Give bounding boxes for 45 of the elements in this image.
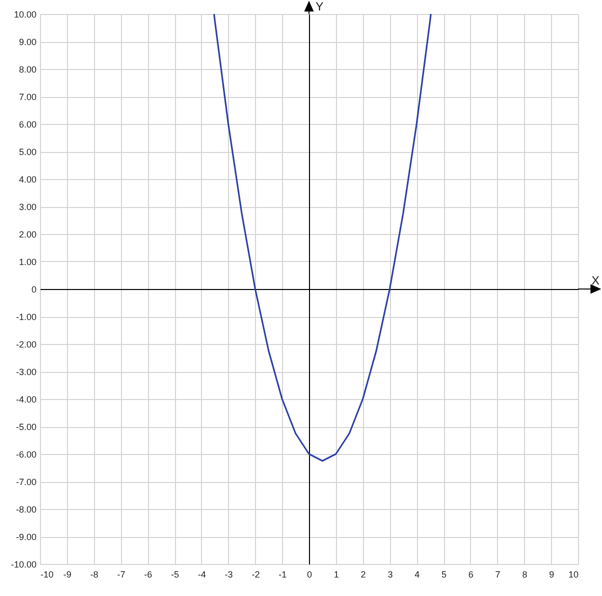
y-tick-label: 10.00 (14, 10, 36, 20)
x-tick-label: -10 (40, 570, 54, 580)
x-tick-label: 1 (334, 570, 339, 580)
x-tick-label: -2 (252, 570, 260, 580)
y-tick-label: -6.00 (16, 450, 36, 460)
x-tick-label: -9 (63, 570, 72, 580)
x-tick-label: 10 (568, 570, 578, 580)
y-tick-label: 9.00 (18, 37, 36, 47)
y-axis-title: Y (315, 0, 324, 14)
x-tick-label: -1 (278, 570, 287, 580)
x-tick-label: 7 (495, 570, 500, 580)
x-tick-label: 2 (360, 570, 366, 580)
x-tick-label: -4 (198, 570, 206, 580)
y-tick-label: -7.00 (16, 477, 36, 487)
y-tick-label: 0 (31, 284, 36, 294)
y-tick-label: 2.00 (18, 230, 36, 240)
x-tick-label: 3 (388, 570, 393, 580)
x-tick-label: 4 (414, 570, 420, 580)
y-tick-label: 7.00 (18, 92, 36, 102)
x-tick-label: -3 (224, 570, 233, 580)
y-tick-label: -5.00 (16, 422, 36, 432)
x-tick-label: -5 (170, 570, 180, 580)
x-tick-label: -8 (90, 570, 98, 580)
y-tick-label: 3.00 (18, 202, 36, 212)
y-tick-label: -10.00 (10, 560, 36, 570)
x-tick-label: -6 (144, 570, 152, 580)
y-tick-label: -3.00 (16, 367, 36, 377)
x-tick-label: 5 (441, 570, 447, 580)
y-tick-label: -8.00 (16, 504, 36, 514)
x-tick-label: 6 (468, 570, 474, 580)
y-tick-label: -2.00 (16, 340, 36, 350)
x-tick-label: -7 (117, 570, 126, 580)
y-tick-label: 6.00 (18, 120, 36, 130)
x-tick-label: 0 (306, 570, 312, 580)
y-tick-label: -4.00 (16, 394, 36, 404)
y-tick-label: -1.00 (16, 312, 36, 322)
y-tick-label: 1.00 (18, 257, 36, 267)
x-tick-label: 9 (549, 570, 554, 580)
y-tick-label: 4.00 (18, 174, 36, 184)
x-tick-label: 8 (522, 570, 528, 580)
x-axis-title: X (591, 274, 600, 288)
y-tick-label: 8.00 (18, 64, 36, 74)
line-series (213, 13, 432, 462)
y-tick-label: 5.00 (18, 147, 36, 157)
y-tick-label: -9.00 (16, 532, 36, 542)
